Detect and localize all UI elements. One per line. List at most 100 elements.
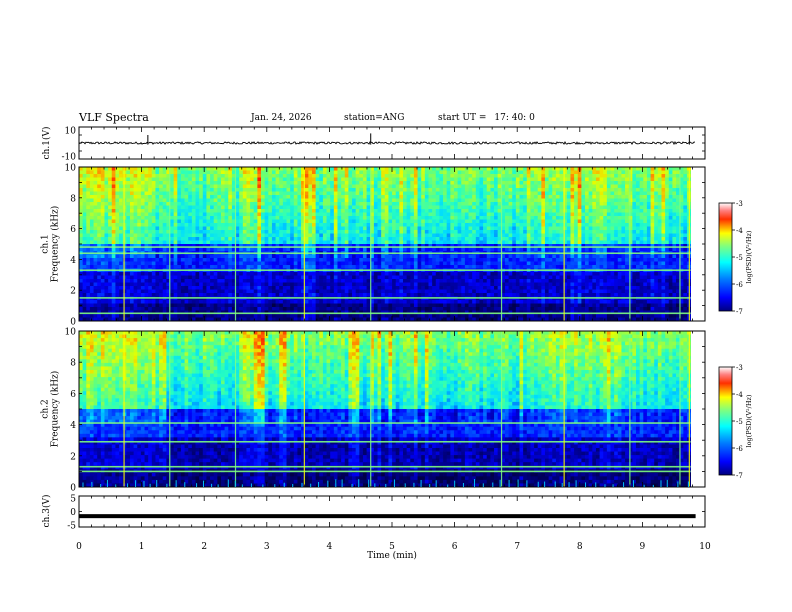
spectrogram-cell [683,205,688,210]
spectrogram-cell [424,170,429,175]
spectrogram-cell [534,258,539,262]
spectrogram-cell [381,265,386,269]
spectrogram-cell [290,170,295,175]
spectrogram-cell [388,188,393,192]
spectrogram-cell [341,219,346,224]
spectrogram-cell [457,205,462,210]
spectrogram-cell [625,170,630,175]
spectrogram-cell [403,216,408,220]
spectrogram-cell [293,212,298,217]
spectrogram-cell [253,219,258,224]
spectrogram-cell [657,247,662,252]
spectrogram-cell [235,233,240,238]
spectrogram-cell [370,191,375,196]
spectrogram-cell [679,258,684,262]
spectrogram-cell [519,181,524,185]
spectrogram-cell [450,205,455,210]
spectrogram-cell [519,258,524,262]
spectrogram-cell [162,167,167,171]
spectrogram-cell [475,240,480,245]
spectrogram-cell [188,265,193,269]
spectrogram-cell [381,240,386,245]
spectrogram-cell [82,209,87,213]
spectrogram-cell [526,188,531,192]
spectrogram-cell [290,202,295,206]
spectrogram-cell [220,265,226,269]
spectrogram-cell [468,219,473,224]
spectrogram-cell [279,174,284,178]
spectrogram-cell [213,205,218,210]
spectrogram-cell [129,181,135,185]
spectrogram-cell [308,191,313,196]
spectrogram-cell [512,212,517,217]
spectrogram-cell [657,216,662,220]
spectrogram-cell [650,170,655,175]
spectrogram-cell [519,254,524,259]
spectrogram-cell [137,167,142,171]
spectrogram-cell [239,177,244,182]
spectrogram-cell [228,177,233,182]
spectrogram-cell [530,188,535,192]
spectrogram-cell [129,174,135,178]
spectrogram-cell [210,198,215,203]
spectrogram-cell [381,226,386,231]
spectrogram-cell [428,219,433,224]
spectrogram-cell [472,258,477,262]
spectrogram-cell [519,174,524,178]
spectrogram-cell [413,191,418,196]
spectrogram-cell [144,219,149,224]
spectrogram-cell [337,205,342,210]
spectrogram-cell [159,191,164,196]
spectrogram-cell [235,198,240,203]
spectrogram-cell [614,202,619,206]
spectrogram-cell [457,240,462,245]
spectrogram-cell [337,202,342,206]
spectrogram-cell [246,237,251,241]
spectrogram-cell [293,167,298,171]
spectrogram-cell [366,223,371,227]
spectrogram-cell [264,195,269,199]
spectrogram-cell [577,223,582,227]
spectrogram-cell [162,177,167,182]
spectrogram-cell [668,244,673,248]
spectrogram-cell [308,167,313,171]
station-label: station= [344,113,383,123]
spectrogram-cell [370,247,375,252]
spectrogram-cell [406,240,411,245]
spectrogram-cell [632,198,637,203]
spectrogram-cell [413,230,418,234]
spectrogram-cell [148,167,153,171]
spectrogram-cell [384,205,389,210]
spectrogram-cell [206,247,211,252]
spectrogram-cell [435,237,440,241]
spectrogram-cell [410,202,415,206]
spectrogram-cell [79,202,84,206]
spectrogram-cell [406,198,411,203]
spectrogram-cell [315,247,320,252]
spectrogram-cell [486,226,491,231]
spectrogram-cell [253,216,258,220]
spectrogram-cell [373,237,378,241]
spectrogram-cell [355,174,360,178]
spectrogram-cell [574,237,579,241]
spectrogram-cell [614,258,619,262]
spectrogram-cell [137,219,142,224]
spectrogram-cell [526,219,531,224]
spectrogram-cell [159,219,164,224]
spectrogram-cell [421,230,426,234]
spectrogram-cell [544,212,550,217]
spectrogram-cell [479,191,484,196]
spectrogram-cell [199,205,204,210]
spectrogram-cell [257,191,262,196]
spectrogram-cell [362,240,367,245]
spectrogram-cell [155,195,160,199]
spectrogram-cell [279,184,284,189]
spectrogram-cell [231,216,236,220]
spectrogram-cell [628,219,633,224]
spectrogram-cell [304,184,309,189]
spectrogram-cell [428,212,433,217]
spectrogram-cell [635,209,641,213]
spectrogram-cell [242,237,247,241]
spectrogram-cell [483,205,488,210]
